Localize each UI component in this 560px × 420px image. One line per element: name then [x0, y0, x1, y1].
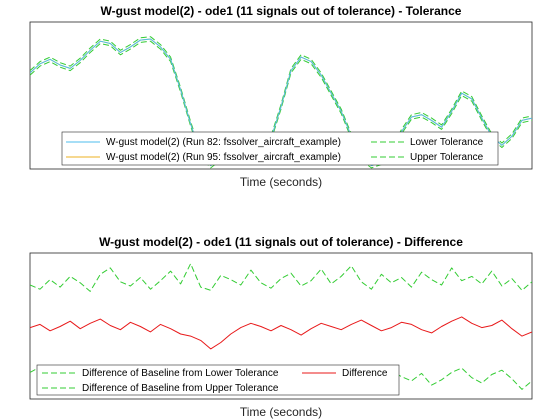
difference-legend: Difference of Baseline from Lower Tolera… [36, 364, 400, 396]
series-line-lower-tolerance [30, 40, 532, 169]
tolerance-series-group [30, 36, 532, 169]
legend-label-run82: W-gust model(2) (Run 82: fssolver_aircra… [106, 137, 341, 148]
tolerance-legend: W-gust model(2) (Run 82: fssolver_aircra… [61, 131, 499, 166]
legend-label-difference: Difference [342, 368, 388, 379]
legend-label-diff-upper: Difference of Baseline from Upper Tolera… [82, 383, 279, 394]
legend-label-diff-lower: Difference of Baseline from Lower Tolera… [82, 368, 279, 379]
tolerance-x-axis-label: Time (seconds) [240, 175, 322, 189]
tolerance-legend-box [61, 131, 499, 166]
legend-label-upper-tolerance: Upper Tolerance [410, 152, 484, 163]
series-line-difference [30, 316, 532, 350]
difference-x-axis-label: Time (seconds) [240, 405, 322, 419]
legend-label-run95: W-gust model(2) (Run 95: fssolver_aircra… [106, 152, 341, 163]
difference-chart-title: W-gust model(2) - ode1 (11 signals out o… [99, 235, 463, 249]
tolerance-chart-title: W-gust model(2) - ode1 (11 signals out o… [101, 4, 462, 18]
series-line-upper-tolerance [30, 36, 532, 164]
series-line-run82 [30, 38, 532, 167]
legend-label-lower-tolerance: Lower Tolerance [410, 137, 484, 148]
difference-legend-box [36, 364, 400, 396]
difference-chart: W-gust model(2) - ode1 (11 signals out o… [29, 235, 533, 419]
tolerance-chart: W-gust model(2) - ode1 (11 signals out o… [29, 4, 533, 189]
